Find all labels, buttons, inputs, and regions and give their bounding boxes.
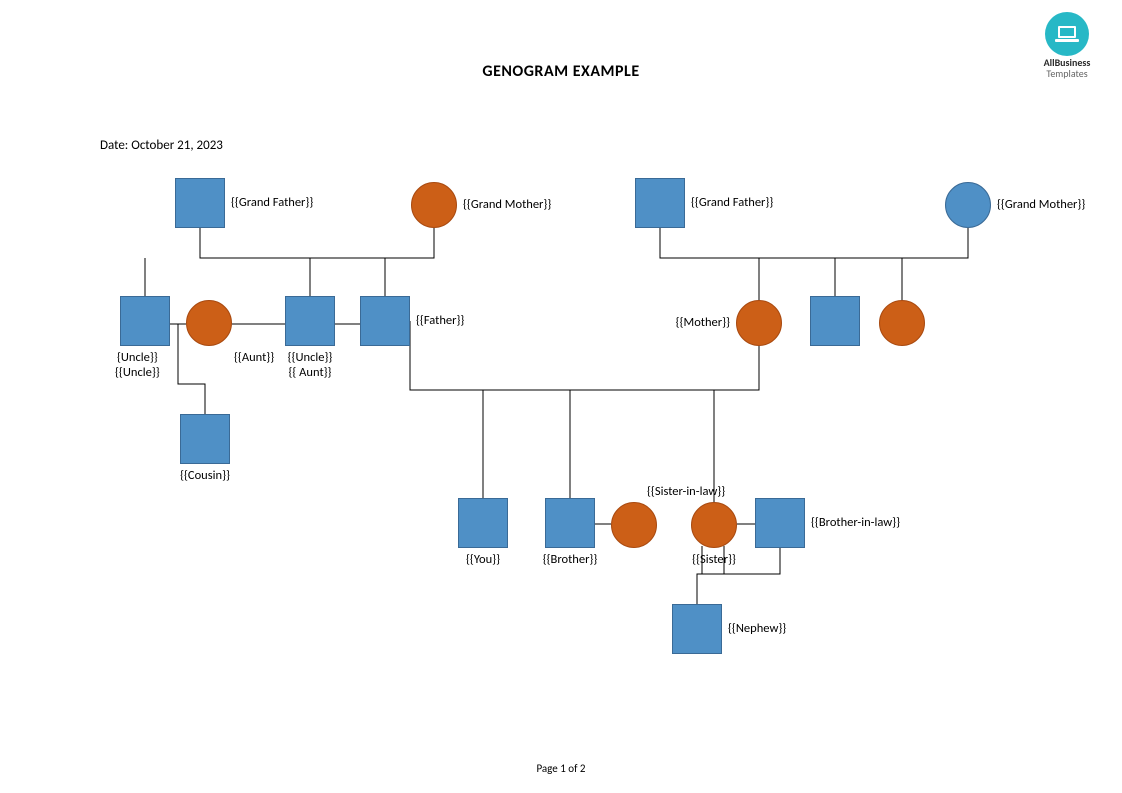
label-cousin: {{Cousin}} <box>180 468 230 483</box>
node-gm2 <box>945 182 991 228</box>
label-gf1: {{Grand Father}} <box>231 195 313 210</box>
node-sib2 <box>879 300 925 346</box>
label-gm2: {{Grand Mother}} <box>997 197 1085 212</box>
node-gf2 <box>635 178 685 228</box>
node-nephew <box>672 604 722 654</box>
label-bil: {{Brother-in-law}} <box>811 515 900 530</box>
node-you <box>458 498 508 548</box>
node-father <box>360 296 410 346</box>
genogram-canvas: {{Grand Father}} {{Grand Mother}} {{Grand … <box>0 0 1122 793</box>
label-brother: {{Brother}} <box>543 552 598 567</box>
node-gf1 <box>175 178 225 228</box>
label-father: {{Father}} <box>416 313 464 328</box>
node-uncle1 <box>120 296 170 346</box>
node-sil <box>611 502 657 548</box>
node-bil <box>755 498 805 548</box>
label-you: {{You}} <box>466 552 500 567</box>
label-nephew: {{Nephew}} <box>728 621 786 636</box>
node-aunt1 <box>186 300 232 346</box>
label-gf2: {{Grand Father}} <box>691 195 773 210</box>
label-sister: {{Sister}} <box>692 552 736 567</box>
label-aunt1: {{Aunt}} <box>234 350 274 365</box>
label-uncle2: {{Uncle}} {{ Aunt}} <box>288 350 333 380</box>
node-cousin <box>180 414 230 464</box>
node-gm1 <box>411 182 457 228</box>
node-mother <box>736 300 782 346</box>
label-sil: {{Sister-in-law}} <box>647 484 725 499</box>
label-mother: {{Mother}} <box>676 315 730 330</box>
node-sib1 <box>810 296 860 346</box>
label-uncle1: {Uncle}} {{Uncle}} <box>115 350 160 380</box>
node-brother <box>545 498 595 548</box>
node-sister <box>691 502 737 548</box>
label-gm1: {{Grand Mother}} <box>463 197 551 212</box>
node-uncle2 <box>285 296 335 346</box>
